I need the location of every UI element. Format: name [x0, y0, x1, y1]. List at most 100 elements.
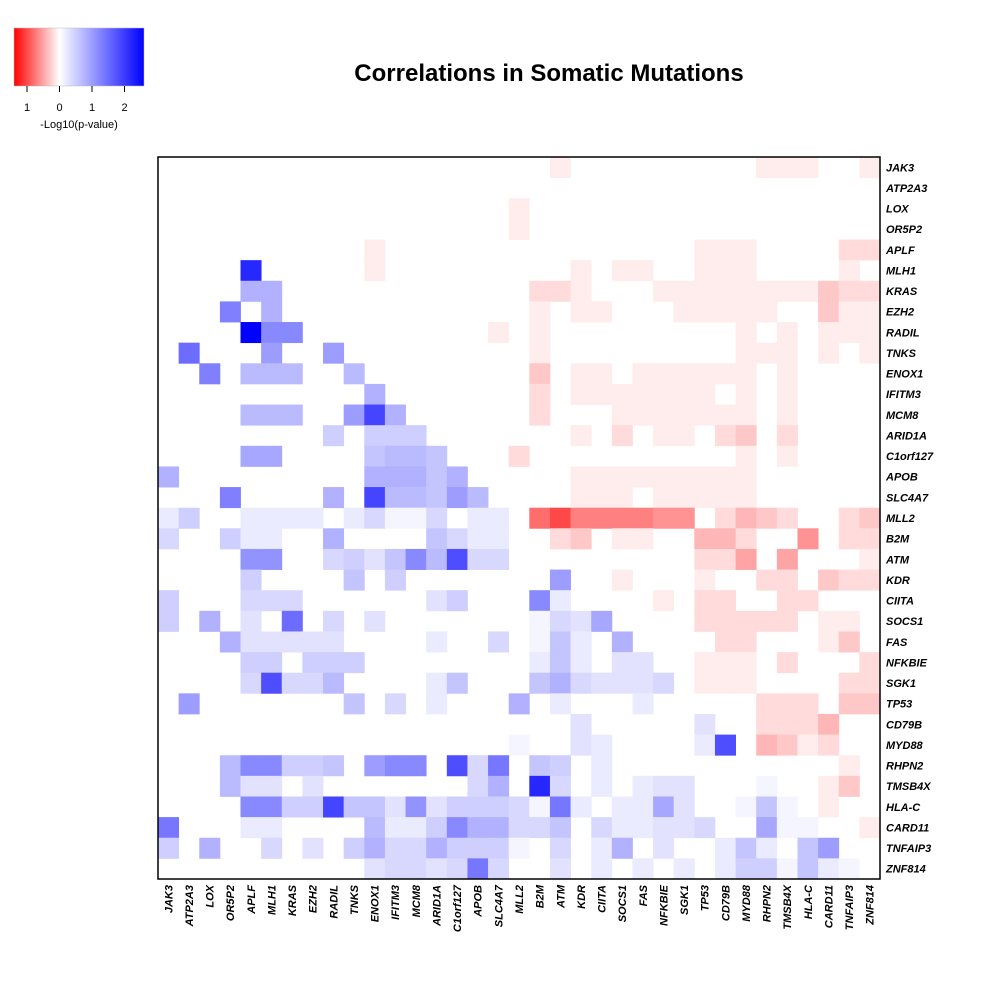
heatmap-cell [384, 693, 406, 715]
heatmap-cell [364, 507, 386, 529]
heatmap-cell [323, 755, 345, 777]
heatmap-cell [384, 466, 406, 488]
heatmap-cell [529, 631, 551, 653]
heatmap-cell [694, 301, 716, 323]
heatmap-cell [611, 817, 633, 839]
heatmap-cell [405, 858, 427, 880]
column-label: CD79B [720, 885, 732, 921]
heatmap-cell [714, 548, 736, 570]
heatmap-cell [797, 858, 819, 880]
column-label: NFKBIE [658, 884, 670, 926]
heatmap-cell [632, 775, 654, 797]
heatmap-cell [673, 425, 695, 447]
heatmap-cell [611, 796, 633, 818]
column-label: ATM [555, 884, 567, 909]
heatmap-cell [549, 507, 571, 529]
heatmap-cell [529, 590, 551, 612]
heatmap-cell [859, 652, 881, 674]
heatmap-cell [735, 363, 757, 385]
row-label: APLF [885, 245, 915, 257]
column-label: C1orf127 [452, 884, 464, 932]
heatmap-cell [302, 755, 324, 777]
heatmap-cell [240, 322, 262, 344]
column-label: CARD11 [823, 885, 835, 928]
heatmap-cell [756, 610, 778, 632]
heatmap-cell [653, 363, 675, 385]
row-label: B2M [886, 534, 910, 546]
heatmap-cell [364, 487, 386, 509]
heatmap-cell [549, 775, 571, 797]
heatmap-cell [240, 610, 262, 632]
heatmap-cell [714, 858, 736, 880]
heatmap-cell [549, 837, 571, 859]
heatmap-cell [570, 528, 592, 550]
heatmap-cell [364, 837, 386, 859]
heatmap-cell [529, 796, 551, 818]
heatmap-cell [364, 383, 386, 405]
heatmap-cell [261, 507, 283, 529]
heatmap-cell [797, 528, 819, 550]
heatmap-cell [632, 363, 654, 385]
heatmap-cell [426, 528, 448, 550]
heatmap-cell [323, 652, 345, 674]
row-label: RADIL [886, 327, 920, 339]
heatmap-cell [776, 590, 798, 612]
column-label: TNKS [349, 884, 361, 915]
heatmap-cell [158, 610, 180, 632]
heatmap-cell [549, 858, 571, 880]
heatmap-cell [714, 837, 736, 859]
heatmap-cell [219, 487, 241, 509]
heatmap-cell [673, 817, 695, 839]
heatmap-cell [673, 487, 695, 509]
heatmap-cell [653, 507, 675, 529]
row-label: OR5P2 [886, 224, 922, 236]
heatmap-cell [694, 239, 716, 261]
heatmap-cell [859, 301, 881, 323]
heatmap-cell [405, 487, 427, 509]
heatmap-cell [570, 383, 592, 405]
heatmap-cell [343, 837, 365, 859]
heatmap-cell [756, 301, 778, 323]
heatmap-cell [714, 507, 736, 529]
heatmap-cell [323, 528, 345, 550]
heatmap-cell [426, 837, 448, 859]
heatmap-cell [529, 404, 551, 426]
heatmap-cell [611, 652, 633, 674]
heatmap-cell [838, 858, 860, 880]
heatmap-cell [323, 631, 345, 653]
row-label: SLC4A7 [886, 492, 929, 504]
column-label: LOX [205, 884, 217, 907]
heatmap-cell [281, 590, 303, 612]
heatmap-cell [797, 817, 819, 839]
heatmap-cell [776, 507, 798, 529]
heatmap-cell [426, 817, 448, 839]
heatmap-cell [219, 775, 241, 797]
row-label: ZNF814 [885, 864, 926, 876]
heatmap-cell [673, 404, 695, 426]
row-label: MLL2 [886, 513, 915, 525]
heatmap-cell [611, 383, 633, 405]
heatmap-cell [694, 280, 716, 302]
heatmap-cell [364, 466, 386, 488]
column-label: TNFAIP3 [844, 885, 856, 930]
heatmap-cell [302, 652, 324, 674]
heatmap-cell [591, 672, 613, 694]
column-label: ATP2A3 [184, 885, 196, 927]
heatmap-cell [508, 837, 530, 859]
heatmap-cell [859, 548, 881, 570]
legend-color-bar [13, 27, 145, 87]
column-label: HLA-C [803, 884, 815, 919]
heatmap-cell [240, 775, 262, 797]
heatmap-cell [611, 425, 633, 447]
heatmap-cell [549, 631, 571, 653]
heatmap-cell [735, 858, 757, 880]
heatmap-cell [776, 404, 798, 426]
row-label: RHPN2 [886, 761, 923, 773]
heatmap-cell [611, 569, 633, 591]
heatmap-cell [219, 755, 241, 777]
heatmap-cell [756, 157, 778, 179]
heatmap-cell [797, 734, 819, 756]
column-label: EZH2 [308, 885, 320, 913]
heatmap-cell [158, 837, 180, 859]
heatmap-cell [488, 528, 510, 550]
